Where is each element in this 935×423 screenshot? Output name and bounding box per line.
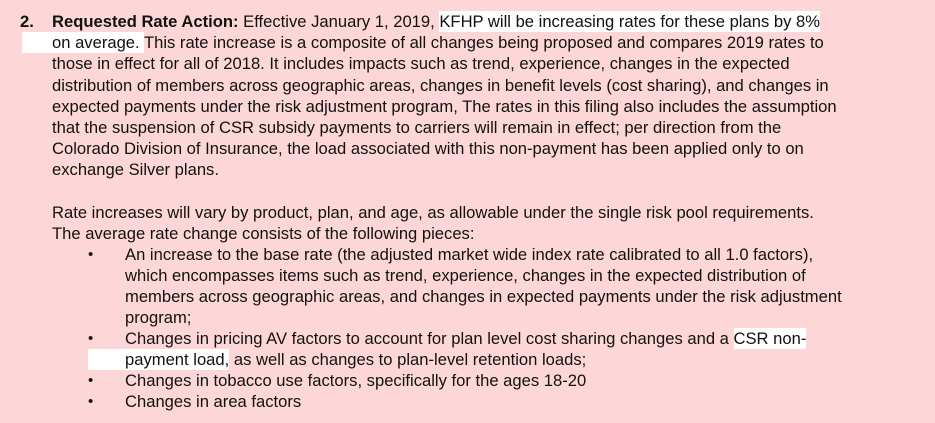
text-line: payment load, as well as changes to plan… — [88, 349, 586, 370]
highlighted-text: KFHP will be increasing rates for these … — [439, 11, 820, 32]
highlighted-text: payment load, — [88, 349, 230, 370]
text-line: An increase to the base rate (the adjust… — [125, 244, 813, 265]
text-segment: as well as changes to plan-level retenti… — [229, 350, 587, 369]
bullet-dot-icon: • — [88, 393, 94, 410]
text-line: Changes in pricing AV factors to account… — [125, 328, 807, 349]
text-segment: exchange Silver plans. — [52, 160, 219, 180]
bullet-dot-icon: • — [88, 330, 94, 347]
text-segment: those in effect for all of 2018. It incl… — [52, 54, 790, 74]
text-line: program; — [125, 307, 191, 328]
text-segment: members across geographic areas, and cha… — [125, 287, 842, 306]
text-line: Changes in area factors — [125, 391, 301, 412]
section-heading: Requested Rate Action: — [52, 12, 239, 31]
text-line: expected payments under the risk adjustm… — [52, 96, 837, 117]
text-segment: program; — [125, 308, 192, 327]
text-line: Rate increases will vary by product, pla… — [52, 202, 814, 223]
bullet-dot-icon: • — [88, 372, 94, 389]
text-segment: Changes in tobacco use factors, specific… — [125, 371, 587, 390]
text-line: exchange Silver plans. — [52, 159, 219, 180]
text-line: members across geographic areas, and cha… — [125, 286, 842, 307]
text-line: on average. This rate increase is a comp… — [22, 32, 824, 54]
text-line: that the suspension of CSR subsidy payme… — [52, 117, 781, 138]
item-number: 2. — [20, 12, 34, 31]
text-segment: The average rate change consists of the … — [52, 224, 475, 243]
text-segment: Changes in pricing AV factors to account… — [125, 329, 734, 348]
text-segment: which encompasses items such as trend, e… — [125, 266, 806, 285]
text-segment: Rate increases will vary by product, pla… — [52, 203, 814, 222]
text-line: Requested Rate Action: Effective January… — [52, 11, 820, 32]
text-segment: An increase to the base rate (the adjust… — [125, 245, 814, 264]
text-segment: expected payments under the risk adjustm… — [52, 96, 837, 116]
text-line: Changes in tobacco use factors, specific… — [125, 370, 586, 391]
text-line: those in effect for all of 2018. It incl… — [52, 53, 790, 74]
highlighted-text: on average. — [22, 32, 144, 54]
bullet-dot-icon: • — [88, 246, 94, 263]
highlighted-text: CSR non- — [733, 328, 807, 349]
text-segment: Colorado Division of Insurance, the load… — [52, 139, 804, 159]
text-segment: Effective January 1, 2019, — [238, 12, 440, 31]
text-segment: This rate increase is a composite of all… — [143, 33, 824, 53]
text-segment: Changes in area factors — [125, 392, 302, 411]
text-line: The average rate change consists of the … — [52, 223, 474, 244]
text-line: which encompasses items such as trend, e… — [125, 265, 806, 286]
text-segment: that the suspension of CSR subsidy payme… — [52, 118, 782, 137]
text-line: Colorado Division of Insurance, the load… — [52, 138, 804, 159]
text-line: distribution of members across geographi… — [52, 75, 829, 96]
text-segment: distribution of members across geographi… — [52, 75, 829, 95]
